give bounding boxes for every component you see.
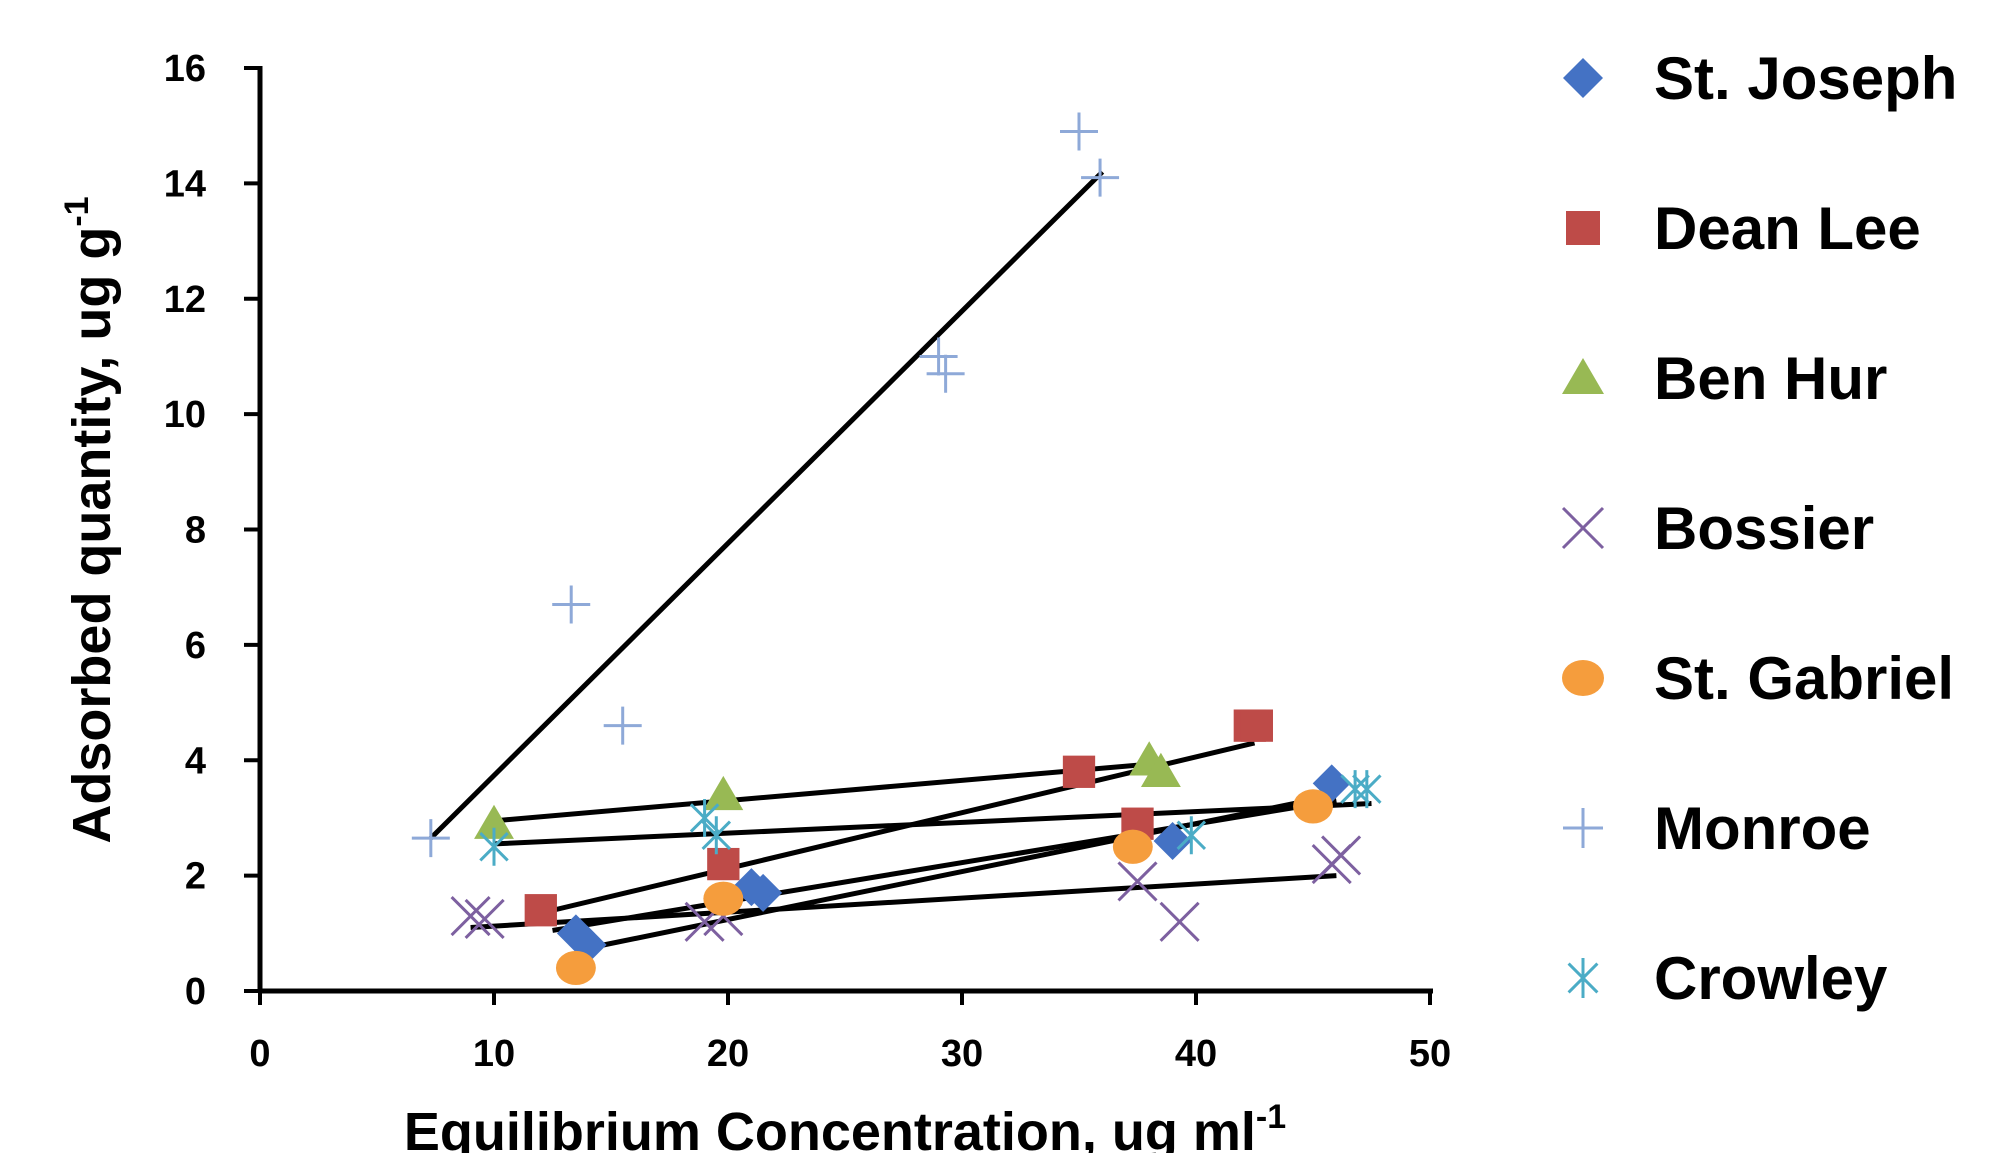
legend-item: St. Gabriel	[1562, 645, 1954, 712]
x-axis-title: Equilibrium Concentration, ug ml-1	[404, 1098, 1286, 1153]
data-point	[1159, 901, 1200, 942]
trendline	[493, 760, 1162, 824]
legend-label: Monroe	[1654, 795, 1871, 862]
x-axis-ticks: 0 10 20 30 40 50	[249, 991, 1451, 1075]
x-tick-label: 40	[1175, 1033, 1217, 1075]
data-point	[1081, 158, 1120, 197]
x-tick-label: 0	[249, 1033, 270, 1075]
data-point	[1240, 709, 1273, 742]
legend-label: Dean Lee	[1654, 195, 1921, 262]
legend-item: Crowley	[1567, 945, 1888, 1012]
data-point	[464, 898, 505, 939]
data-point	[603, 706, 642, 745]
y-tick-label: 14	[164, 163, 206, 205]
data-point	[689, 798, 720, 837]
legend-marker	[1563, 808, 1603, 848]
data-point	[552, 585, 591, 624]
data-point	[479, 827, 509, 866]
data-point	[744, 873, 783, 912]
data-point	[1112, 829, 1153, 864]
data-point	[703, 775, 744, 811]
y-tick-label: 6	[185, 625, 206, 667]
data-point	[1293, 789, 1333, 824]
legend-marker	[1562, 660, 1604, 696]
data-point	[524, 894, 557, 927]
y-axis-title: Adsorbed quantity, ug g-1	[58, 196, 122, 843]
trendline	[470, 873, 1337, 931]
data-point	[1321, 835, 1362, 876]
legend-label: Ben Hur	[1654, 345, 1887, 412]
legend-item: St. Joseph	[1563, 45, 1957, 112]
data-point	[555, 950, 596, 986]
data-point	[1060, 112, 1098, 151]
data-point	[926, 354, 965, 393]
trendline	[493, 801, 1372, 847]
data-point	[707, 847, 740, 881]
data-point	[701, 816, 732, 855]
data-point	[1176, 816, 1207, 855]
legend-item: Bossier	[1561, 495, 1874, 562]
legend-item: Dean Lee	[1566, 195, 1921, 262]
y-tick-label: 4	[185, 740, 206, 782]
x-tick-label: 10	[473, 1033, 515, 1075]
data-point	[1062, 755, 1096, 788]
y-tick-label: 16	[164, 48, 206, 90]
data-point	[703, 881, 744, 916]
data-point	[474, 804, 514, 839]
legend: St. Joseph Dean Lee Ben Hur Bossier St. Gabr…	[1561, 45, 1957, 1012]
data-point	[411, 819, 450, 858]
legend-label: Crowley	[1654, 945, 1888, 1012]
data-point	[919, 337, 958, 376]
legend-marker	[1562, 358, 1604, 394]
legend-marker	[1567, 958, 1599, 998]
trendline	[575, 792, 1337, 954]
y-tick-label: 2	[185, 856, 206, 898]
legend-label: Bossier	[1654, 495, 1874, 562]
trendlines	[429, 170, 1372, 954]
y-tick-label: 8	[185, 510, 206, 552]
legend-marker	[1561, 506, 1605, 550]
x-tick-label: 50	[1409, 1033, 1451, 1075]
trendline	[429, 170, 1105, 840]
data-points	[411, 112, 1382, 986]
x-tick-label: 30	[941, 1033, 983, 1075]
y-tick-label: 0	[185, 971, 206, 1013]
y-tick-label: 10	[164, 394, 206, 436]
data-point	[1117, 861, 1158, 902]
legend-label: St. Joseph	[1654, 45, 1957, 112]
legend-marker	[1566, 211, 1600, 245]
y-axis-ticks: 0 2 4 6 8 10 12 14 16	[164, 48, 260, 1013]
data-point	[1352, 770, 1382, 809]
legend-item: Ben Hur	[1562, 345, 1887, 412]
legend-item: Monroe	[1563, 795, 1871, 862]
data-point	[1153, 822, 1192, 861]
legend-label: St. Gabriel	[1654, 645, 1954, 712]
x-tick-label: 20	[707, 1033, 749, 1075]
data-point	[450, 895, 491, 937]
data-point	[1140, 752, 1181, 787]
y-tick-label: 12	[164, 279, 206, 321]
legend-marker	[1563, 58, 1603, 98]
